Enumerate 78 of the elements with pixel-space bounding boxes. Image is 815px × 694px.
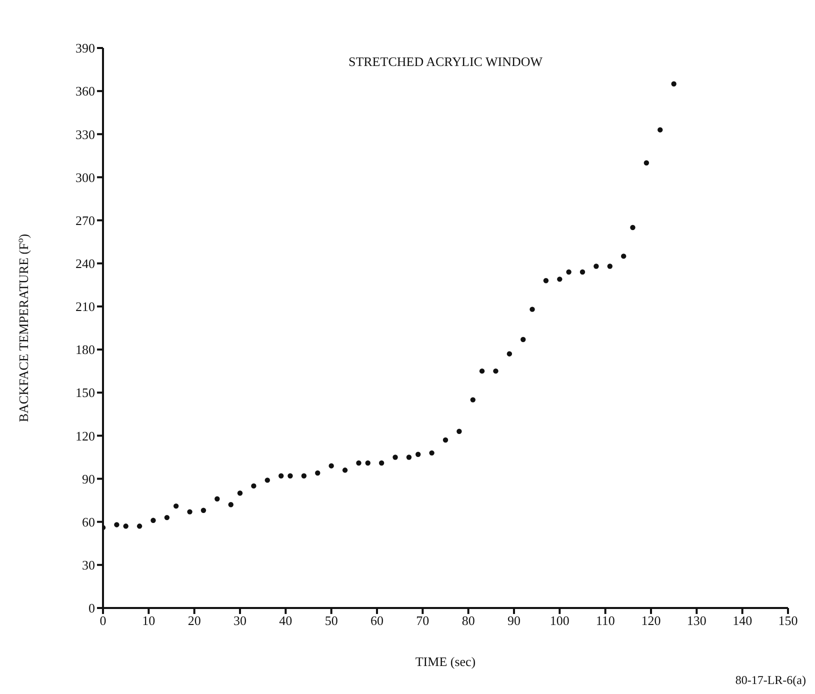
x-tick-label: 90 [508, 613, 520, 628]
point [164, 514, 170, 520]
x-tick-label: 70 [416, 613, 430, 628]
point [671, 81, 676, 86]
x-tick-label: 50 [324, 613, 338, 628]
y-tick-label: 60 [82, 514, 95, 530]
point [150, 518, 156, 524]
point [301, 473, 307, 478]
point [520, 336, 526, 342]
x-tick-label: 30 [234, 613, 246, 628]
point [621, 254, 626, 259]
point [607, 264, 612, 269]
x-tick-label: 120 [641, 613, 661, 628]
point [378, 460, 384, 466]
point [123, 524, 128, 529]
point [237, 490, 243, 496]
y-tick-label: 360 [76, 84, 95, 99]
point [566, 269, 572, 275]
point [594, 264, 599, 269]
point [392, 454, 398, 460]
y-tick-label: 90 [82, 471, 95, 486]
point [173, 503, 179, 509]
x-tick-label: 40 [279, 613, 292, 628]
y-tick-label: 30 [82, 558, 95, 573]
point [365, 460, 370, 466]
point [429, 450, 434, 456]
point [557, 276, 562, 282]
point [456, 428, 462, 434]
y-tick-label: 210 [76, 299, 95, 314]
point [530, 306, 535, 312]
point [630, 224, 636, 230]
y-tick-label: 150 [76, 385, 95, 400]
x-tick-label: 80 [462, 613, 475, 628]
point [315, 470, 320, 476]
point [506, 351, 512, 356]
point [187, 509, 192, 514]
x-tick-label: 140 [732, 613, 752, 628]
x-tick-label: 20 [188, 613, 201, 628]
point [644, 160, 650, 166]
point [264, 478, 270, 483]
y-tick-label: 300 [76, 170, 95, 185]
point [658, 127, 663, 132]
point [543, 278, 549, 284]
y-tick-label: 180 [76, 342, 95, 358]
point [470, 397, 476, 402]
point [278, 473, 284, 478]
y-tick-label: 270 [76, 212, 95, 228]
x-axis-title: TIME (sec) [415, 654, 476, 669]
x-tick-label: 150 [778, 613, 798, 628]
x-tick-label: 110 [596, 613, 615, 628]
x-tick-label: 130 [686, 613, 706, 628]
point [114, 522, 120, 528]
point [251, 483, 256, 489]
x-tick-label: 100 [550, 613, 570, 628]
y-tick-label: 330 [76, 126, 95, 142]
y-tick-label: 120 [76, 428, 95, 444]
point [580, 269, 586, 275]
point [406, 454, 412, 460]
x-tick-label: 10 [142, 613, 156, 628]
point [356, 460, 362, 466]
text: STRETCHED ACRYLIC WINDOW [348, 54, 544, 69]
point [342, 468, 348, 473]
point [493, 368, 498, 374]
y-tick-label: 240 [76, 256, 95, 271]
point [228, 502, 234, 508]
y-tick-label: 390 [76, 40, 95, 56]
point [416, 452, 421, 457]
x-tick-label: 0 [100, 613, 106, 628]
y-tick-label: 0 [88, 600, 95, 616]
text: 80-17-LR-6(a) [735, 673, 806, 687]
point [479, 368, 485, 374]
point [136, 524, 142, 529]
point [442, 437, 448, 443]
point [328, 463, 334, 468]
x-tick-label: 60 [370, 613, 384, 628]
point [200, 508, 206, 513]
point [288, 473, 293, 478]
point [214, 496, 220, 502]
